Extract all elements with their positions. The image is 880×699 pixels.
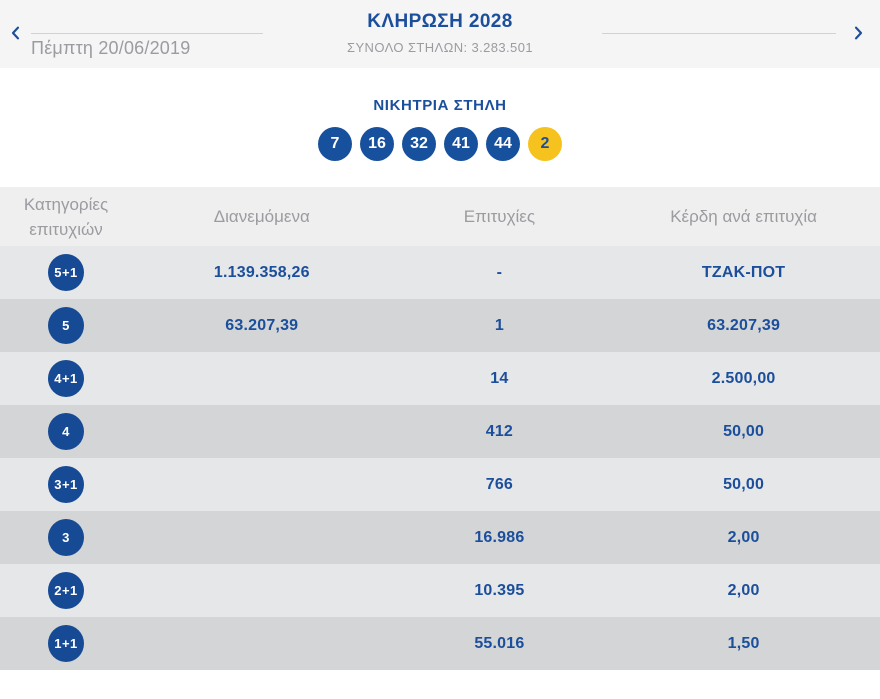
winnings-per-winner: 2,00 <box>727 528 760 546</box>
winners-count: - <box>496 263 503 281</box>
table-row: 2+1 10.395 2,00 <box>0 564 880 617</box>
winning-number-ball: 44 <box>486 127 520 161</box>
winnings-per-winner: 50,00 <box>723 475 765 493</box>
table-row: 3+1 766 50,00 <box>0 458 880 511</box>
table-row: 5 63.207,39 1 63.207,39 <box>0 299 880 352</box>
winners-count: 10.395 <box>474 581 525 599</box>
category-badge: 1+1 <box>48 625 84 662</box>
draw-navigation-bar: Πέμπτη 20/06/2019 ΚΛΗΡΩΣΗ 2028 ΣΥΝΟΛΟ ΣΤ… <box>0 0 880 68</box>
draw-date: Πέμπτη 20/06/2019 <box>31 38 191 58</box>
right-divider-line <box>602 33 836 34</box>
category-badge: 3+1 <box>48 466 84 503</box>
winning-numbers-row: 7 16 32 41 44 2 <box>0 127 880 161</box>
winning-numbers-section: ΝΙΚΗΤΡΙΑ ΣΤΗΛΗ 7 16 32 41 44 2 <box>0 97 880 161</box>
table-header-row: Κατηγορίες επιτυχιών Διανεμόμενα Επιτυχί… <box>0 187 880 246</box>
table-row: 4 412 50,00 <box>0 405 880 458</box>
column-header-winners: Επιτυχίες <box>463 207 536 226</box>
winners-count: 55.016 <box>474 634 525 652</box>
previous-draw-button[interactable] <box>8 23 28 43</box>
winners-count: 1 <box>494 316 504 334</box>
distributed-amount: 63.207,39 <box>225 316 299 334</box>
prize-tiers-table: Κατηγορίες επιτυχιών Διανεμόμενα Επιτυχί… <box>0 187 880 670</box>
column-header-categories: Κατηγορίες επιτυχιών <box>23 194 109 239</box>
winnings-per-winner: 2.500,00 <box>711 369 776 387</box>
table-row: 1+1 55.016 1,50 <box>0 617 880 670</box>
column-header-distributed: Διανεμόμενα <box>213 207 310 226</box>
total-columns-label: ΣΥΝΟΛΟ ΣΤΗΛΩΝ: 3.283.501 <box>347 40 533 55</box>
category-badge: 2+1 <box>48 572 84 609</box>
category-badge: 5+1 <box>48 254 84 291</box>
winning-numbers-heading: ΝΙΚΗΤΡΙΑ ΣΤΗΛΗ <box>373 97 507 114</box>
table-row: 4+1 14 2.500,00 <box>0 352 880 405</box>
chevron-left-icon <box>8 25 28 41</box>
category-badge: 4+1 <box>48 360 84 397</box>
category-badge: 3 <box>48 519 84 556</box>
winnings-per-winner: 2,00 <box>727 581 760 599</box>
winning-number-ball: 7 <box>318 127 352 161</box>
winners-count: 14 <box>490 369 509 387</box>
column-header-winnings-per-winner: Κέρδη ανά επιτυχία <box>670 207 817 226</box>
chevron-right-icon <box>850 25 870 41</box>
table-row: 5+1 1.139.358,26 - ΤΖΑΚ-ΠΟΤ <box>0 246 880 299</box>
next-draw-button[interactable] <box>850 23 870 43</box>
draw-title: ΚΛΗΡΩΣΗ 2028 <box>367 11 513 32</box>
winning-number-ball: 32 <box>402 127 436 161</box>
winning-number-ball: 16 <box>360 127 394 161</box>
left-divider-line <box>31 33 263 34</box>
winners-count: 766 <box>485 475 514 493</box>
winners-count: 412 <box>485 422 514 440</box>
bonus-number-ball: 2 <box>528 127 562 161</box>
table-row: 3 16.986 2,00 <box>0 511 880 564</box>
category-badge: 5 <box>48 307 84 344</box>
distributed-amount: 1.139.358,26 <box>213 263 310 281</box>
category-badge: 4 <box>48 413 84 450</box>
winnings-per-winner: 50,00 <box>723 422 765 440</box>
winnings-per-winner: 1,50 <box>727 634 760 652</box>
winnings-per-winner: 63.207,39 <box>707 316 781 334</box>
winnings-per-winner: ΤΖΑΚ-ΠΟΤ <box>701 263 786 281</box>
winners-count: 16.986 <box>474 528 525 546</box>
winning-number-ball: 41 <box>444 127 478 161</box>
